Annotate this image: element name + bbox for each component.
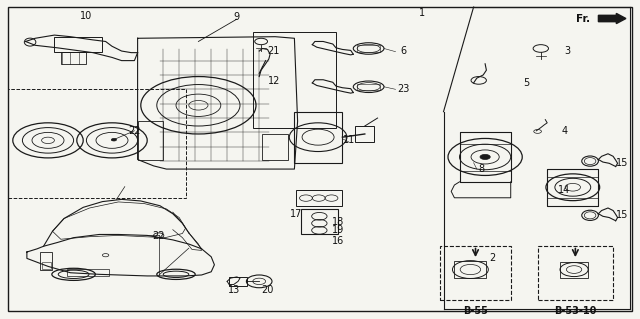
Circle shape [111,138,116,141]
Bar [547,198,598,206]
Bar [42,262,51,269]
Bar [547,169,598,177]
Text: 20: 20 [261,285,274,295]
Text: 2: 2 [490,253,496,263]
Text: 9: 9 [234,11,240,22]
Bar [294,112,342,163]
Bar [8,89,186,198]
Text: 23: 23 [397,84,410,94]
Text: 1: 1 [419,8,426,18]
Text: 15: 15 [616,158,628,168]
Text: 19: 19 [332,225,344,235]
Bar [355,126,374,142]
Text: 15: 15 [616,210,628,220]
Bar [460,132,511,182]
Text: 4: 4 [562,126,568,136]
Text: 22: 22 [128,126,141,136]
Text: 8: 8 [478,164,484,174]
Text: 12: 12 [268,76,280,86]
Text: 5: 5 [524,78,530,88]
Text: 17: 17 [290,209,303,219]
Text: 6: 6 [400,46,406,56]
Bar [253,32,336,128]
Bar [547,169,598,206]
Bar [357,84,380,90]
Text: B-55: B-55 [463,306,488,315]
Bar [440,246,511,300]
Bar [460,132,511,144]
Bar [229,277,247,286]
Text: 16: 16 [332,236,344,246]
Bar [454,261,486,278]
Text: 14: 14 [558,185,571,195]
Bar [54,37,102,52]
Text: 10: 10 [80,11,93,21]
Bar [357,45,380,52]
FancyArrow shape [598,13,626,24]
Bar [138,121,163,160]
Bar [560,262,588,278]
Text: Fr.: Fr. [576,13,590,24]
Text: B-53-10: B-53-10 [554,306,596,315]
Text: 21: 21 [268,46,280,56]
Text: 22: 22 [152,231,165,241]
Text: 18: 18 [332,217,344,227]
Bar [460,171,511,182]
Bar [296,190,342,206]
Bar [262,134,288,160]
Circle shape [480,154,490,160]
Bar [67,269,109,276]
Text: 3: 3 [564,46,571,56]
Bar [301,209,338,234]
Bar [40,252,52,270]
Bar [538,246,613,300]
Text: 13: 13 [227,285,240,295]
Bar [61,52,86,64]
Text: 11: 11 [342,135,355,145]
